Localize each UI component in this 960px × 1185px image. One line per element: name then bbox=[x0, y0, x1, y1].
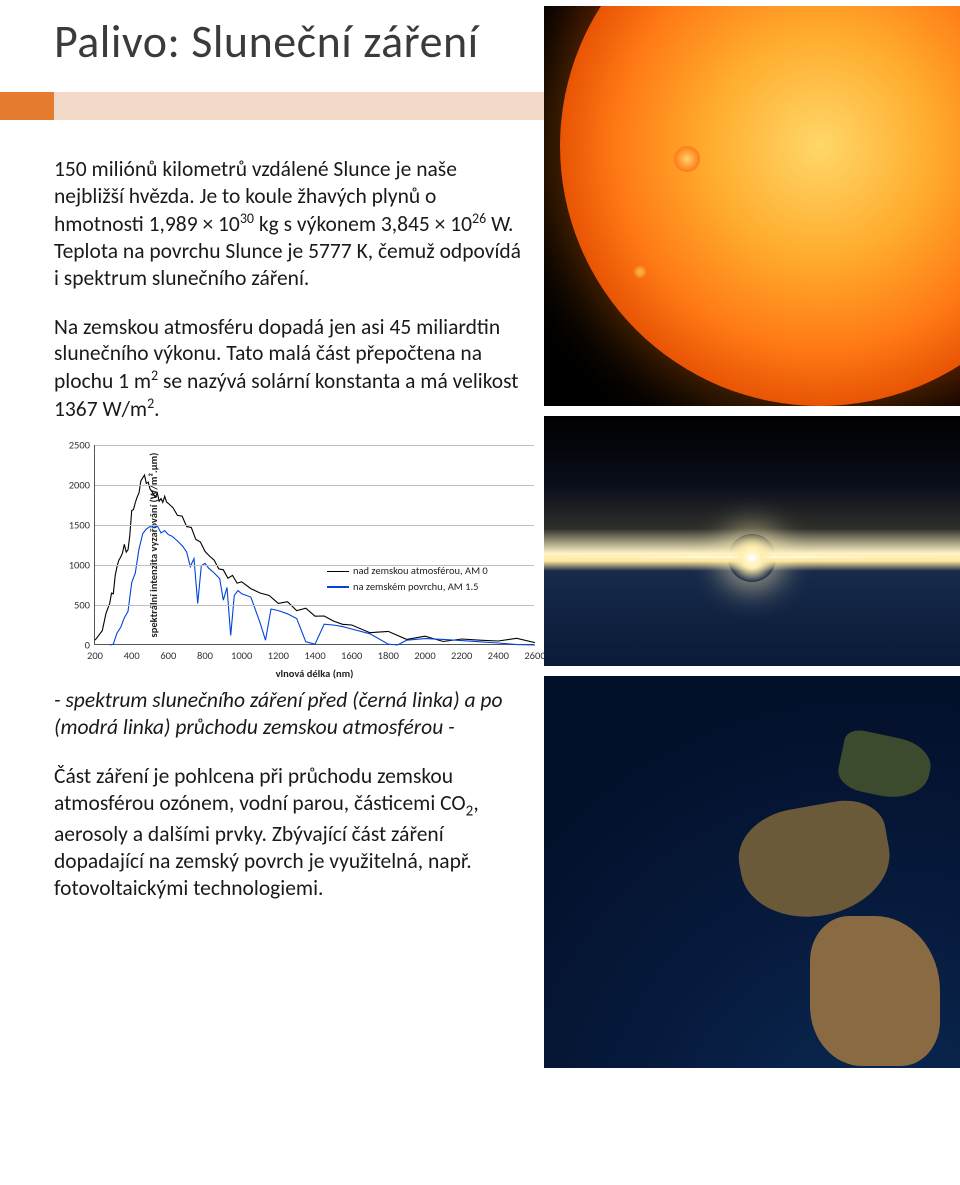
x-tick-label: 1200 bbox=[268, 649, 289, 662]
x-tick-label: 1800 bbox=[378, 649, 399, 662]
x-tick-label: 1600 bbox=[341, 649, 362, 662]
paragraph-1: 150 miliónů kilometrů vzdálené Slunce je… bbox=[54, 156, 526, 292]
y-tick-label: 2000 bbox=[69, 479, 90, 492]
x-tick-label: 1000 bbox=[231, 649, 252, 662]
x-tick-label: 200 bbox=[87, 649, 103, 662]
sun-image bbox=[544, 6, 960, 406]
y-tick-label: 500 bbox=[74, 599, 90, 612]
x-tick-label: 2200 bbox=[451, 649, 472, 662]
image-column bbox=[544, 6, 960, 1068]
chart-legend: nad zemskou atmosférou, AM 0 na zemském … bbox=[327, 563, 488, 595]
legend-item-1: na zemském povrchu, AM 1.5 bbox=[353, 579, 478, 595]
horizon-image bbox=[544, 416, 960, 666]
main-text-column: 150 miliónů kilometrů vzdálené Slunce je… bbox=[0, 120, 540, 924]
x-tick-label: 1400 bbox=[304, 649, 325, 662]
chart-svg bbox=[95, 445, 535, 645]
chart-caption: - spektrum slunečního záření před (černá… bbox=[54, 687, 526, 741]
series-0 bbox=[95, 475, 535, 643]
x-tick-label: 600 bbox=[160, 649, 176, 662]
x-tick-label: 2600 bbox=[524, 649, 545, 662]
paragraph-2: Na zemskou atmosféru dopadá jen asi 45 m… bbox=[54, 314, 526, 424]
x-tick-label: 2400 bbox=[488, 649, 509, 662]
paragraph-3: Část záření je pohlcena při průchodu zem… bbox=[54, 763, 526, 902]
earth-image bbox=[544, 676, 960, 1068]
y-tick-label: 2500 bbox=[69, 439, 90, 452]
x-tick-label: 800 bbox=[197, 649, 213, 662]
x-tick-label: 2000 bbox=[414, 649, 435, 662]
solar-spectrum-chart: spektrální intenzita vyzařování (W/m².μm… bbox=[54, 445, 540, 645]
x-tick-label: 400 bbox=[124, 649, 140, 662]
y-tick-label: 1000 bbox=[69, 559, 90, 572]
chart-x-axis-label: vlnová délka (nm) bbox=[276, 667, 354, 680]
y-tick-label: 1500 bbox=[69, 519, 90, 532]
